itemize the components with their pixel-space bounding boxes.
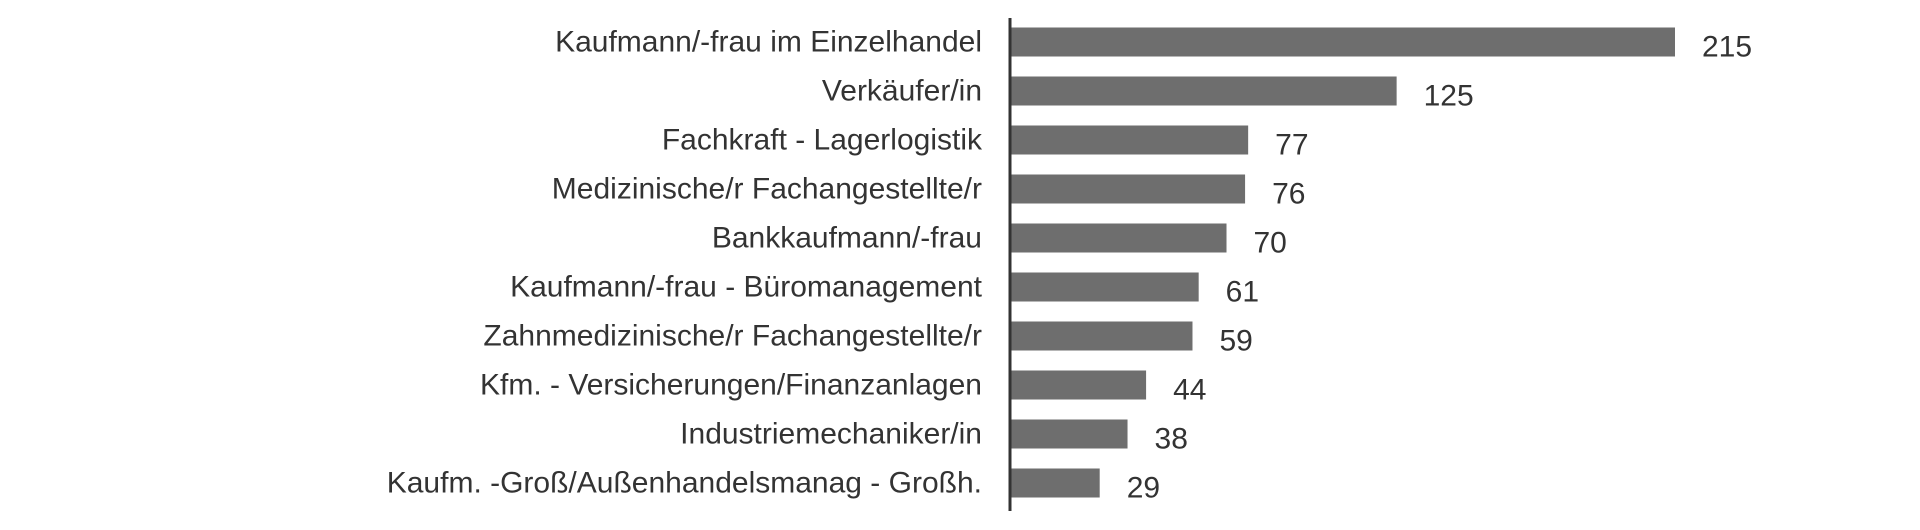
bar	[1010, 468, 1100, 498]
data-label: 70	[1254, 227, 1287, 260]
category-label: Fachkraft - Lagerlogistik	[662, 124, 983, 157]
category-label: Kaufm. -Groß/Außenhandelsmanag - Großh.	[387, 467, 982, 500]
data-label: 29	[1127, 472, 1160, 505]
data-label: 38	[1155, 423, 1188, 456]
bars-group	[1010, 27, 1675, 498]
bar	[1010, 27, 1675, 57]
bar	[1010, 76, 1397, 106]
data-label: 77	[1275, 129, 1308, 162]
bar	[1010, 174, 1246, 204]
bar	[1010, 125, 1249, 155]
data-label: 44	[1173, 374, 1206, 407]
bar	[1010, 419, 1128, 449]
data-label: 76	[1272, 178, 1305, 211]
bar	[1010, 321, 1193, 351]
bar	[1010, 370, 1147, 400]
category-labels-group: Kaufmann/-frau im Einzelhandel Verkäufer/…	[387, 26, 983, 500]
category-label: Verkäufer/in	[822, 75, 982, 108]
category-label: Medizinische/r Fachangestellte/r	[552, 173, 982, 206]
data-label: 215	[1702, 31, 1752, 64]
category-label: Kaufmann/-frau im Einzelhandel	[555, 26, 982, 59]
category-label: Kfm. - Versicherungen/Finanzanlagen	[480, 369, 982, 402]
bar	[1010, 272, 1199, 302]
data-label: 125	[1424, 80, 1474, 113]
category-label: Zahnmedizinische/r Fachangestellte/r	[483, 320, 982, 353]
data-label: 59	[1219, 325, 1252, 358]
category-label: Industriemechaniker/in	[680, 418, 982, 451]
category-label: Bankkaufmann/-frau	[712, 222, 982, 255]
bar	[1010, 223, 1227, 253]
value-labels-group: 215 125 77 76 70 61 59 44 38 29	[1127, 31, 1752, 505]
data-label: 61	[1226, 276, 1259, 309]
category-label: Kaufmann/-frau - Büromanagement	[510, 271, 983, 304]
